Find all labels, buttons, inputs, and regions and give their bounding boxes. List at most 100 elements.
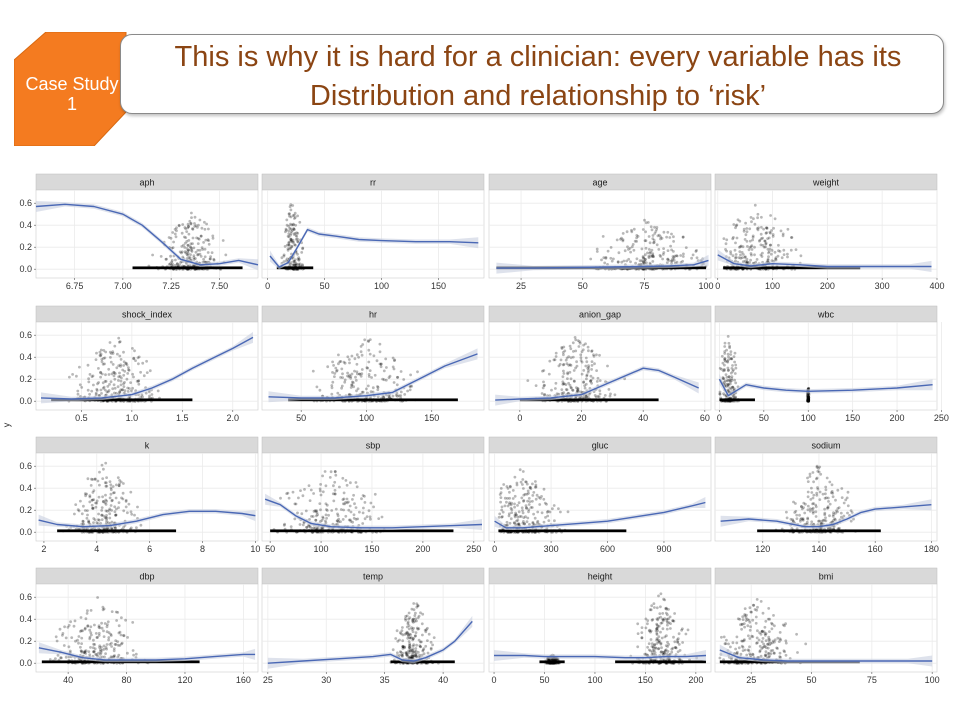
data-point — [287, 235, 291, 239]
data-point — [304, 509, 308, 513]
x-tick-label: 0 — [715, 281, 720, 291]
data-point — [634, 261, 637, 265]
data-point — [761, 637, 765, 640]
data-point — [619, 237, 622, 241]
data-point — [575, 386, 578, 389]
data-point — [772, 226, 775, 230]
data-point — [652, 602, 656, 605]
dense-band — [288, 398, 458, 402]
data-point — [294, 223, 297, 227]
data-point — [648, 241, 652, 245]
data-point — [192, 256, 196, 259]
data-point — [649, 638, 653, 641]
data-point — [750, 220, 753, 224]
data-point — [297, 496, 300, 500]
data-point — [562, 363, 566, 366]
data-point — [393, 359, 396, 362]
data-point — [769, 243, 772, 247]
data-point — [331, 371, 334, 374]
data-point — [290, 230, 293, 233]
data-point — [319, 508, 322, 512]
data-point — [191, 236, 195, 240]
data-point — [101, 386, 105, 390]
data-point — [90, 503, 94, 507]
data-point — [562, 382, 565, 386]
data-point — [187, 248, 191, 252]
data-point — [582, 343, 585, 347]
data-point — [625, 259, 629, 263]
data-point — [324, 502, 328, 506]
data-point — [373, 373, 377, 377]
data-point — [644, 239, 648, 243]
data-point — [606, 364, 609, 368]
data-point — [56, 653, 60, 657]
data-point — [283, 522, 286, 526]
data-point — [183, 246, 187, 249]
data-point — [295, 235, 299, 238]
data-point — [203, 220, 206, 224]
data-point — [107, 367, 111, 371]
data-point — [354, 375, 357, 379]
data-point — [532, 512, 535, 516]
data-point — [292, 240, 295, 244]
data-point — [100, 621, 103, 625]
data-point — [723, 369, 726, 372]
data-point — [824, 485, 828, 489]
data-point — [537, 495, 541, 499]
x-tick-label: 40 — [638, 413, 648, 423]
data-point — [118, 371, 121, 375]
data-point — [100, 463, 104, 467]
data-point — [584, 364, 588, 368]
data-point — [407, 627, 411, 631]
data-point — [188, 264, 192, 268]
data-point — [773, 250, 777, 254]
data-point — [725, 249, 728, 253]
points-hr — [288, 338, 458, 403]
data-point — [288, 247, 291, 250]
data-point — [661, 257, 664, 261]
data-point — [728, 382, 732, 386]
data-point — [528, 485, 532, 489]
data-point — [751, 618, 755, 622]
data-point — [180, 250, 184, 254]
data-point — [426, 639, 429, 642]
data-point — [387, 394, 391, 398]
data-point — [552, 358, 556, 362]
data-point — [652, 241, 656, 244]
data-point — [772, 651, 776, 655]
data-point — [590, 364, 594, 367]
data-point — [675, 254, 679, 258]
data-point — [746, 618, 749, 621]
data-point — [765, 226, 769, 230]
data-point — [351, 498, 354, 501]
data-point — [753, 253, 756, 257]
data-point — [353, 369, 356, 373]
data-point — [517, 501, 521, 505]
data-point — [97, 625, 101, 629]
data-point — [292, 259, 296, 263]
data-point — [186, 226, 190, 230]
data-point — [104, 350, 108, 354]
strip-label-hr: hr — [369, 310, 377, 320]
data-point — [758, 238, 762, 242]
data-point — [370, 376, 373, 379]
data-point — [561, 382, 565, 386]
data-point — [294, 237, 298, 241]
data-point — [589, 257, 593, 261]
data-point — [569, 364, 573, 367]
data-point — [296, 240, 300, 244]
x-tick-label: 140 — [811, 544, 826, 554]
data-point — [748, 620, 752, 624]
data-point — [98, 483, 101, 487]
data-point — [747, 634, 750, 638]
data-point — [612, 257, 615, 261]
x-tick-label: 150 — [845, 413, 860, 423]
data-point — [811, 496, 815, 500]
data-point — [661, 617, 665, 621]
data-point — [723, 341, 727, 345]
data-point — [99, 370, 102, 374]
data-point — [775, 646, 779, 650]
data-point — [620, 236, 623, 240]
data-point — [175, 262, 179, 265]
